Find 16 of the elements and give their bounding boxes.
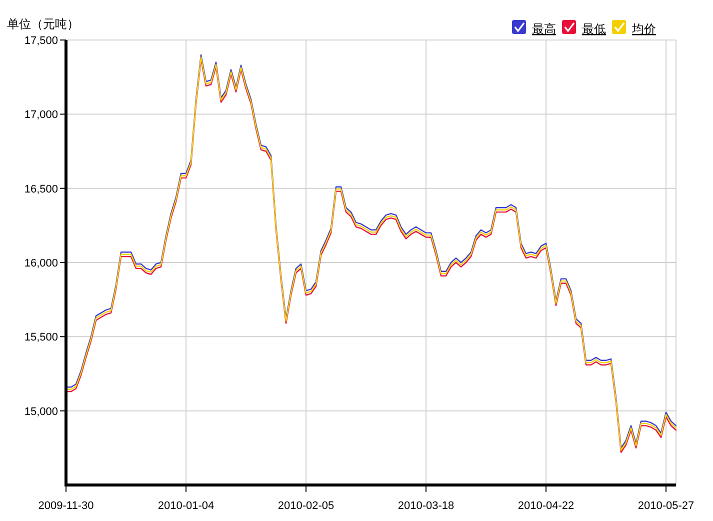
y-axis-title: 单位（元吨） — [7, 17, 79, 31]
x-tick-label: 2010-02-05 — [278, 500, 334, 512]
x-tick-label: 2010-05-27 — [638, 500, 694, 512]
legend-label: 均价 — [631, 22, 656, 36]
x-tick-label: 2010-04-22 — [518, 500, 574, 512]
x-tick-label: 2010-01-04 — [158, 500, 214, 512]
x-tick-label: 2009-11-30 — [38, 500, 94, 512]
legend-label: 最低 — [582, 22, 606, 36]
legend-label: 最高 — [532, 22, 556, 36]
y-tick-label: 16,000 — [24, 258, 58, 270]
x-tick-label: 2010-03-18 — [398, 500, 454, 512]
y-tick-label: 16,500 — [24, 183, 58, 196]
y-tick-label: 17,000 — [24, 109, 58, 122]
y-tick-label: 15,000 — [24, 406, 58, 418]
y-tick-label: 17,500 — [24, 35, 58, 47]
y-tick-label: 15,500 — [24, 332, 58, 344]
